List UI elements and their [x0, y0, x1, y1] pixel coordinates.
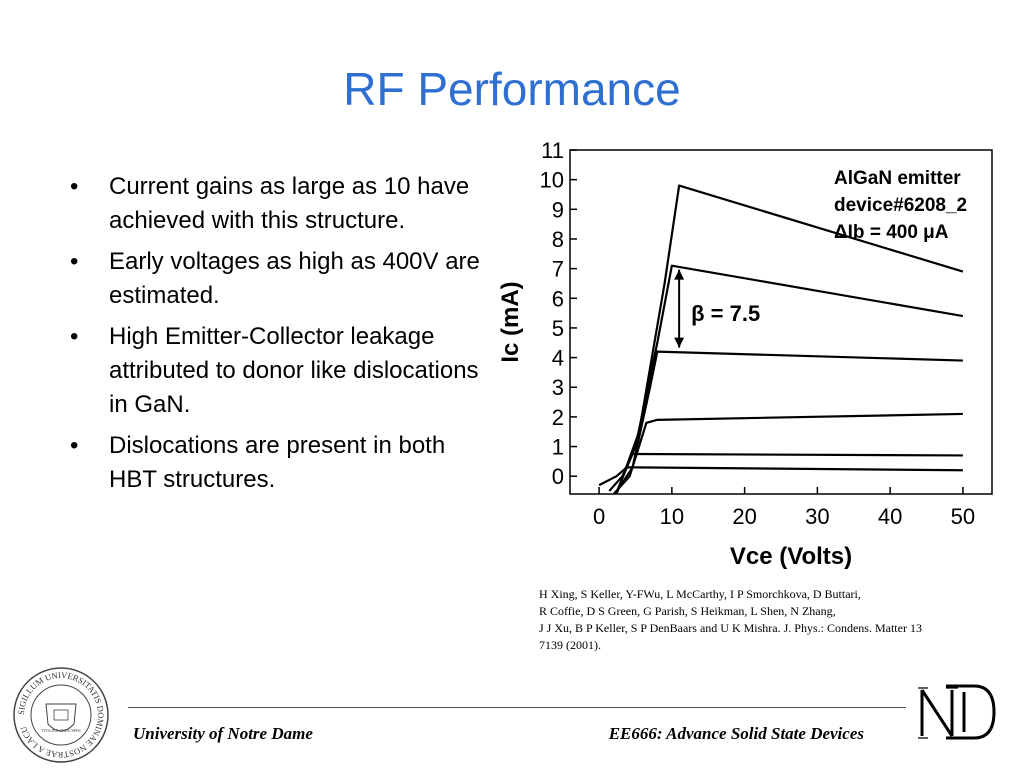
- citation-line: R Coffie, D S Green, G Parish, S Heikman…: [539, 604, 836, 618]
- y-tick-label: 6: [552, 286, 564, 311]
- beta-arrowhead-down: [674, 337, 685, 348]
- y-tick-label: 9: [552, 197, 564, 222]
- bullet-text: Dislocations are present in both HBT str…: [109, 432, 446, 493]
- footer-course: EE666: Advance Solid State Devices: [608, 724, 864, 743]
- citation-line: 7139 (2001).: [539, 638, 601, 652]
- bullet-text: High Emitter-Collector leakage attribute…: [109, 323, 479, 418]
- bullet-dot: •: [70, 173, 79, 200]
- citation-line: J J Xu, B P Keller, S P DenBaars and U K…: [539, 621, 922, 635]
- bullet-list: • Current gains as large as 10 have achie…: [66, 170, 486, 504]
- citation: H Xing, S Keller, Y-FWu, L McCarthy, I P…: [539, 586, 1009, 654]
- y-axis-label: Ic (mA): [497, 281, 524, 362]
- ic-vce-chart: 0 10 20 30 40 50 0 1 2 3 4 5 6 7 8 9 10 11 Vce (Volts) Ic (…: [497, 138, 993, 570]
- series-line: [608, 452, 963, 492]
- series-line: [614, 350, 963, 495]
- bullet-text: Early voltages as high as 400V are estim…: [109, 248, 480, 309]
- university-seal-logo: SIGILLUM UNIVERSITATIS DOMINAE NOSTRAE A…: [13, 667, 109, 763]
- x-tick-label: 50: [951, 504, 975, 529]
- bullet-text: Current gains as large as 10 have achiev…: [109, 173, 470, 234]
- series-line: [598, 466, 963, 487]
- bullet-item: • Early voltages as high as 400V are esti…: [66, 245, 486, 313]
- footer-divider: [128, 707, 906, 708]
- legend-line: AlGaN emitter: [834, 168, 961, 189]
- beta-arrowhead-up: [674, 269, 685, 280]
- nd-monogram-logo: [918, 684, 996, 740]
- svg-text:SIGILLUM UNIVERSITATIS DOMINAE: SIGILLUM UNIVERSITATIS DOMINAE NOSTRAE A…: [16, 670, 106, 760]
- y-tick-label: 5: [552, 316, 564, 341]
- footer-university: University of Notre Dame: [133, 724, 313, 743]
- y-tick-label: 0: [552, 464, 564, 489]
- x-tick-label: 30: [805, 504, 829, 529]
- bullet-dot: •: [70, 323, 79, 350]
- seal-inner-text: VITA DULCEDO SPES: [41, 728, 80, 733]
- y-tick-label: 8: [552, 227, 564, 252]
- x-tick-label: 20: [732, 504, 756, 529]
- bullet-item: • Current gains as large as 10 have achie…: [66, 170, 486, 238]
- citation-line: H Xing, S Keller, Y-FWu, L McCarthy, I P…: [539, 587, 861, 601]
- y-tick-label: 3: [552, 375, 564, 400]
- x-tick-label: 10: [660, 504, 684, 529]
- legend-line: device#6208_2: [834, 195, 967, 216]
- seal-ring-text: SIGILLUM UNIVERSITATIS DOMINAE NOSTRAE A…: [16, 670, 106, 760]
- bullet-dot: •: [70, 248, 79, 275]
- series-line: [615, 184, 964, 495]
- bullet-dot: •: [70, 432, 79, 459]
- y-tick-label: 11: [541, 138, 564, 163]
- beta-annotation: β = 7.5: [691, 301, 760, 326]
- y-tick-label: 2: [552, 405, 564, 430]
- series-line: [612, 412, 963, 495]
- bullet-item: • High Emitter-Collector leakage attribut…: [66, 320, 486, 422]
- x-tick-label: 0: [593, 504, 605, 529]
- y-tick-label: 1: [552, 435, 564, 460]
- x-tick-label: 40: [878, 504, 902, 529]
- slide-title: RF Performance: [343, 63, 681, 115]
- series-line: [614, 264, 964, 495]
- plot-frame: [569, 149, 993, 495]
- y-tick-label: 10: [540, 168, 564, 193]
- x-axis-label: Vce (Volts): [730, 543, 852, 570]
- legend-line: ΔIb = 400 μA: [834, 222, 949, 243]
- y-tick-label: 7: [552, 257, 564, 282]
- y-tick-label: 4: [552, 346, 564, 371]
- bullet-item: • Dislocations are present in both HBT st…: [66, 429, 486, 497]
